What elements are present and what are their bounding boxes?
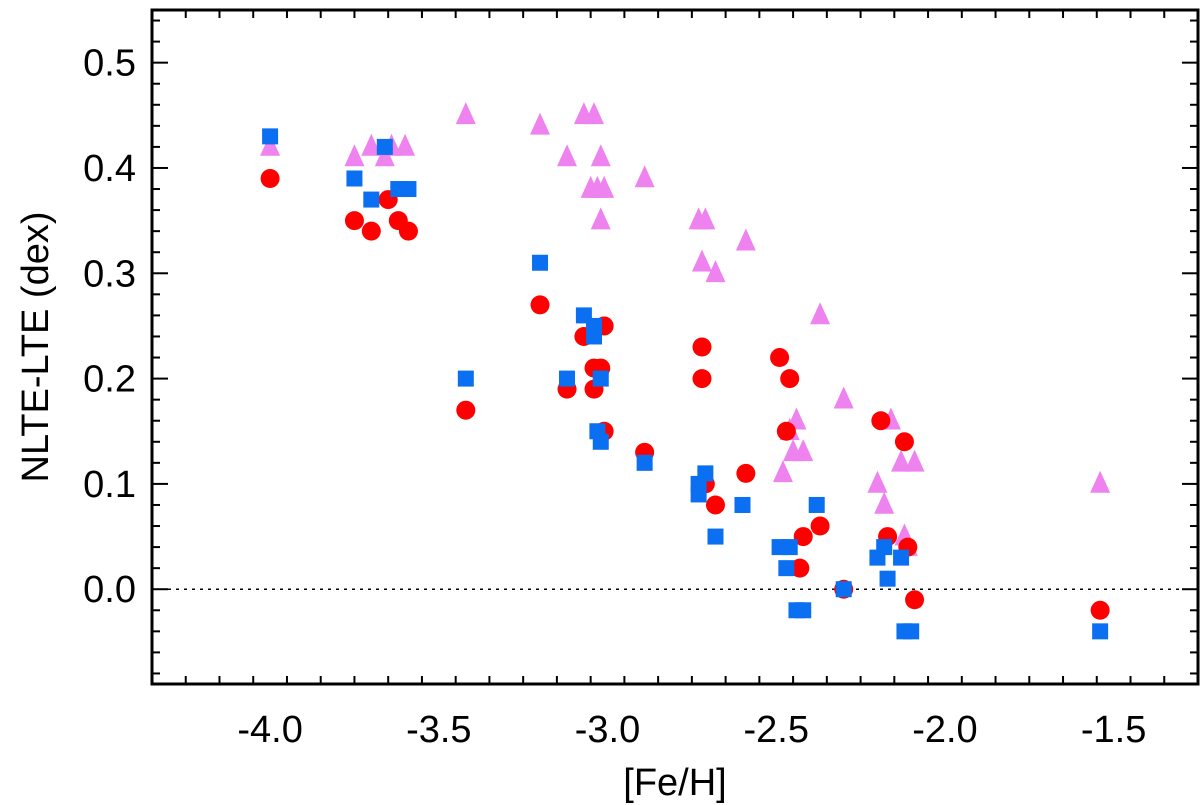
triangle-point	[395, 133, 416, 156]
square-point	[835, 581, 852, 598]
triangle-point	[361, 133, 382, 156]
triangle-point	[867, 470, 888, 493]
x-tick-label: -2.5	[743, 709, 808, 751]
square-point	[903, 623, 920, 640]
circle-point	[692, 337, 712, 357]
square-point	[400, 181, 417, 198]
circle-point	[1090, 600, 1110, 620]
x-tick-label: -3.5	[406, 709, 471, 751]
tick-labels: -4.0 -3.5 -3.0 -2.5 -2.0 -1.5 0.0 0.1 0.2 0.3 0.4 0…	[83, 43, 1146, 751]
circle-point	[780, 369, 800, 389]
square-point	[363, 191, 380, 208]
data-points	[260, 102, 1111, 640]
square-point	[808, 496, 825, 513]
triangle-point	[455, 102, 476, 125]
square-point	[376, 138, 393, 155]
square-point	[636, 454, 653, 471]
x-tick-label: -2.0	[912, 709, 977, 751]
square-point	[586, 328, 603, 345]
circle-point	[793, 527, 813, 547]
triangle-point	[874, 491, 895, 514]
circle-point	[905, 590, 925, 610]
triangle-point	[691, 249, 712, 272]
circle-point	[790, 558, 810, 578]
x-tick-label: -3.0	[575, 709, 640, 751]
square-point	[697, 465, 714, 482]
square-point	[532, 254, 549, 271]
y-tick-label: 0.3	[83, 253, 136, 295]
triangle-point	[594, 175, 615, 198]
circle-point	[456, 400, 476, 420]
square-point	[795, 602, 812, 619]
triangle-point	[833, 386, 854, 409]
square-point	[879, 570, 896, 587]
square-point	[781, 539, 798, 556]
x-axis-title: [Fe/H]	[623, 762, 726, 804]
square-point	[457, 370, 474, 387]
circle-point	[894, 432, 914, 452]
triangle-point	[810, 302, 831, 325]
triangle-point	[1090, 470, 1111, 493]
y-tick-label: 0.0	[83, 569, 136, 611]
square-point	[876, 539, 893, 556]
x-tick-label: -4.0	[237, 709, 302, 751]
circle-point	[260, 169, 280, 188]
circle-point	[344, 211, 364, 231]
triangle-point	[891, 449, 912, 472]
square-point	[778, 560, 795, 577]
y-axis-title: NLTE-LTE (dex)	[15, 212, 57, 483]
triangle-point	[695, 207, 716, 230]
square-point	[893, 549, 910, 566]
y-tick-label: 0.2	[83, 359, 136, 401]
triangle-point	[557, 144, 578, 167]
circle-point	[736, 463, 756, 483]
square-point	[734, 496, 751, 513]
triangle-point	[344, 144, 365, 167]
square-point	[1092, 623, 1109, 640]
circle-point	[530, 295, 550, 315]
triangle-point	[590, 207, 611, 230]
triangle-point	[793, 439, 814, 462]
square-point	[592, 370, 609, 387]
triangle-point	[590, 144, 611, 167]
square-point	[707, 528, 724, 545]
circle-point	[810, 516, 830, 536]
triangle-point	[634, 165, 655, 188]
y-tick-label: 0.5	[83, 43, 136, 85]
y-tick-label: 0.1	[83, 464, 136, 506]
triangle-point	[772, 460, 793, 483]
triangle-point	[705, 260, 726, 283]
triangle-point	[735, 228, 756, 251]
triangle-point	[584, 102, 605, 125]
square-point	[559, 370, 576, 387]
square-point	[346, 170, 363, 187]
triangle-point	[530, 112, 551, 135]
circle-point	[705, 495, 725, 515]
plot-frame	[150, 8, 1200, 686]
circle-point	[770, 348, 790, 368]
triangle-point	[904, 449, 925, 472]
axis-ticks	[152, 10, 1199, 684]
circle-point	[361, 221, 381, 241]
y-tick-label: 0.4	[83, 148, 136, 190]
triangle-point	[260, 133, 281, 156]
square-point	[592, 433, 609, 450]
x-tick-label: -1.5	[1081, 709, 1146, 751]
circle-point	[692, 369, 712, 389]
circle-point	[776, 421, 796, 441]
circle-point	[398, 221, 418, 241]
circle-point	[871, 411, 891, 431]
square-point	[262, 128, 279, 145]
